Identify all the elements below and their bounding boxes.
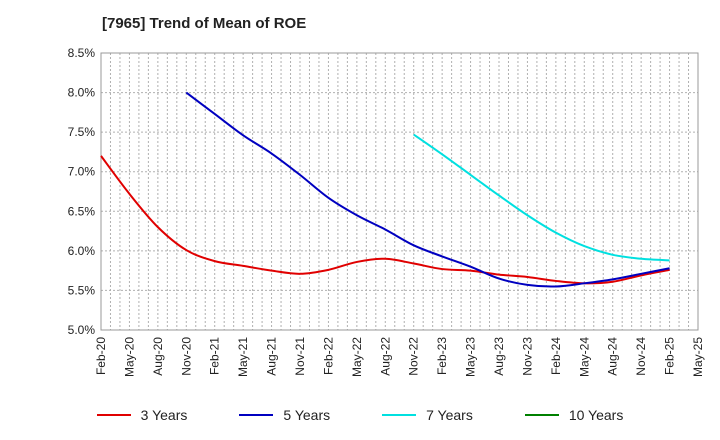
legend-label: 7 Years	[426, 407, 473, 423]
x-tick-label: Nov-20	[179, 337, 193, 376]
legend-entry-5-years: 5 Years	[239, 405, 330, 425]
x-tick-label: Aug-21	[265, 337, 279, 376]
plot-frame	[100, 52, 699, 331]
x-tick-label: Aug-22	[378, 337, 392, 376]
y-tick-label: 7.0%	[68, 165, 96, 179]
legend-label: 10 Years	[568, 407, 624, 423]
y-tick-label: 8.0%	[68, 86, 96, 100]
y-tick-label: 5.0%	[68, 323, 96, 337]
x-tick-label: Aug-23	[492, 337, 506, 376]
x-tick-label: Feb-21	[208, 337, 222, 375]
legend-entry-3-years: 3 Years	[96, 405, 188, 425]
x-tick-label: Nov-21	[293, 337, 307, 376]
x-tick-label: Feb-23	[435, 337, 449, 375]
y-tick-label: 5.5%	[68, 283, 96, 297]
y-tick-label: 6.0%	[68, 244, 96, 258]
legend: 3 Years 5 Years 7 Years 10 Years	[0, 405, 720, 425]
x-tick-label: Nov-22	[407, 337, 421, 376]
x-tick-label: May-22	[350, 337, 364, 377]
legend-swatch-3-years	[96, 414, 131, 416]
chart-title: [7965] Trend of Mean of ROE	[102, 15, 307, 32]
x-tick-label: Feb-24	[549, 337, 563, 375]
legend-swatch-5-years	[239, 414, 274, 416]
legend-label: 5 Years	[283, 407, 331, 423]
legend-entry-7-years: 7 Years	[382, 405, 473, 425]
y-tick-label: 8.5%	[68, 46, 96, 60]
x-tick-label: May-23	[464, 337, 478, 377]
x-tick-label: Aug-24	[606, 337, 620, 376]
x-tick-label: May-21	[236, 337, 250, 377]
x-tick-label: May-25	[691, 337, 705, 377]
x-tick-label: Nov-24	[634, 337, 648, 376]
series-line-7-years	[413, 133, 670, 262]
y-tick-label: 7.5%	[68, 125, 96, 139]
x-tick-label: Feb-20	[94, 337, 108, 375]
legend-entry-10-years: 10 Years	[524, 405, 624, 425]
x-tick-label: Nov-23	[520, 337, 534, 376]
legend-swatch-10-years	[524, 414, 559, 416]
legend-swatch-7-years	[382, 414, 417, 416]
series-line-3-years	[100, 155, 670, 285]
series	[100, 91, 670, 288]
x-tick-label: Feb-22	[321, 337, 335, 375]
x-axis: Feb-20 May-20 Aug-20 Nov-20 Feb-21 May-21 Aug-…	[94, 337, 705, 377]
legend-label: 3 Years	[140, 407, 188, 423]
x-tick-label: Aug-20	[151, 337, 165, 376]
y-axis: 5.0% 5.5% 6.0% 6.5% 7.0% 7.5% 8.0% 8.5%	[68, 46, 96, 337]
x-tick-label: Feb-25	[663, 337, 677, 375]
y-tick-label: 6.5%	[68, 204, 96, 218]
x-tick-label: May-20	[122, 337, 136, 377]
x-tick-label: May-24	[577, 337, 591, 377]
series-line-5-years	[185, 91, 670, 288]
